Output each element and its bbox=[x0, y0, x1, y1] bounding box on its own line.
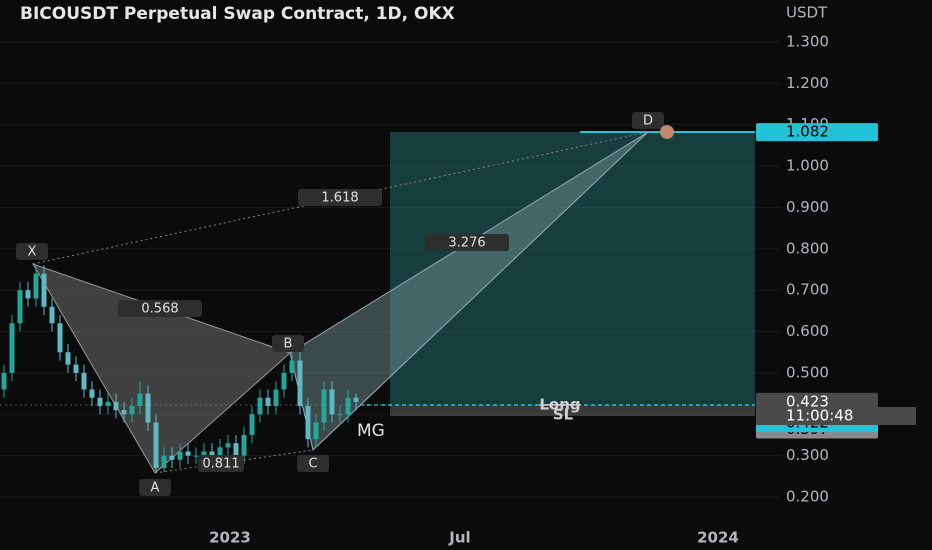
candle-body bbox=[345, 397, 351, 415]
candle-body bbox=[41, 273, 47, 307]
label-box bbox=[118, 300, 202, 317]
candle-body bbox=[273, 389, 279, 406]
x-tick-label: Jul bbox=[448, 529, 470, 547]
candle-body bbox=[169, 455, 175, 460]
candle-body bbox=[329, 389, 335, 415]
ratio-label: 0.568 bbox=[141, 302, 178, 317]
label-box bbox=[632, 112, 664, 129]
candle-body bbox=[145, 393, 151, 423]
long-label: Long bbox=[539, 396, 580, 414]
label-box bbox=[298, 189, 382, 206]
point-label: A bbox=[151, 481, 160, 496]
currency-label: USDT bbox=[786, 4, 828, 22]
candle-body bbox=[305, 406, 311, 440]
y-tick-label: 0.600 bbox=[786, 322, 829, 340]
candle-body bbox=[121, 410, 127, 415]
candle-body bbox=[81, 372, 87, 390]
ratio-label: 0.811 bbox=[202, 457, 239, 472]
y-tick-label: 0.800 bbox=[786, 239, 829, 257]
y-tick-label: 1.000 bbox=[786, 157, 829, 175]
price-badge bbox=[756, 392, 878, 411]
candle-body bbox=[241, 434, 247, 456]
candle-body bbox=[313, 422, 319, 440]
countdown-label: 11:00:48 bbox=[786, 407, 853, 425]
x-tick-label: 2024 bbox=[697, 529, 739, 547]
candle-body bbox=[105, 401, 111, 406]
label-box bbox=[198, 455, 244, 472]
ratio-label: 3.276 bbox=[448, 236, 485, 251]
label-box bbox=[425, 234, 509, 251]
candle-body bbox=[49, 306, 55, 324]
y-tick-label: 1.200 bbox=[786, 74, 829, 92]
point-label: D bbox=[643, 114, 653, 129]
point-label: C bbox=[308, 457, 317, 472]
candle-body bbox=[153, 422, 159, 469]
candle-body bbox=[217, 447, 223, 460]
candle-body bbox=[129, 406, 135, 415]
point-label: X bbox=[28, 245, 37, 260]
candle-body bbox=[137, 393, 143, 406]
candle-body bbox=[97, 397, 103, 406]
candle-body bbox=[281, 372, 287, 390]
candle-body bbox=[233, 443, 239, 456]
candle-body bbox=[57, 323, 63, 353]
label-box bbox=[139, 479, 171, 496]
candle-body bbox=[185, 451, 191, 456]
candle-body bbox=[161, 455, 167, 469]
candle-body bbox=[225, 443, 231, 448]
y-tick-label: 1.300 bbox=[786, 33, 829, 51]
price-badge-label: 1.082 bbox=[786, 123, 829, 141]
candle-body bbox=[9, 323, 15, 373]
y-tick-label: 0.900 bbox=[786, 198, 829, 216]
candle-body bbox=[33, 273, 39, 299]
candle-body bbox=[177, 451, 183, 460]
candle-body bbox=[353, 397, 359, 402]
candle-body bbox=[321, 389, 327, 423]
candle-body bbox=[337, 414, 343, 416]
y-tick-label: 0.500 bbox=[786, 363, 829, 381]
candle-body bbox=[113, 401, 119, 411]
candle-body bbox=[257, 397, 263, 415]
mg-label: MG bbox=[357, 421, 385, 441]
stop-zone bbox=[390, 405, 755, 416]
y-tick-label: 0.200 bbox=[786, 488, 829, 506]
label-box bbox=[272, 335, 304, 352]
y-tick-label: 0.300 bbox=[786, 446, 829, 464]
point-label: B bbox=[284, 337, 293, 352]
y-tick-label: 0.700 bbox=[786, 281, 829, 299]
price-badge-label: 0.423 bbox=[786, 392, 829, 410]
label-box bbox=[16, 243, 48, 260]
ac-line bbox=[154, 449, 314, 474]
chart-title: BICOUSDT Perpetual Swap Contract, 1D, OK… bbox=[20, 4, 455, 24]
profit-zone bbox=[390, 132, 755, 405]
candle-body bbox=[289, 360, 295, 373]
candle-body bbox=[17, 290, 23, 324]
candle-body bbox=[89, 389, 95, 398]
candle-body bbox=[1, 372, 7, 390]
candle-body bbox=[25, 290, 31, 299]
target-icon bbox=[660, 125, 674, 139]
candle-body bbox=[193, 455, 199, 457]
ratio-label: 1.618 bbox=[321, 191, 358, 206]
price-badge bbox=[756, 123, 878, 142]
candle-body bbox=[297, 360, 303, 406]
candle-body bbox=[65, 352, 71, 365]
candle-body bbox=[201, 451, 207, 456]
candle-body bbox=[249, 414, 255, 435]
candle-body bbox=[265, 397, 271, 406]
candle-body bbox=[73, 364, 79, 373]
countdown-box bbox=[756, 407, 916, 425]
label-box bbox=[297, 455, 329, 472]
x-tick-label: 2023 bbox=[209, 529, 251, 547]
sl-label: SL bbox=[553, 406, 574, 424]
